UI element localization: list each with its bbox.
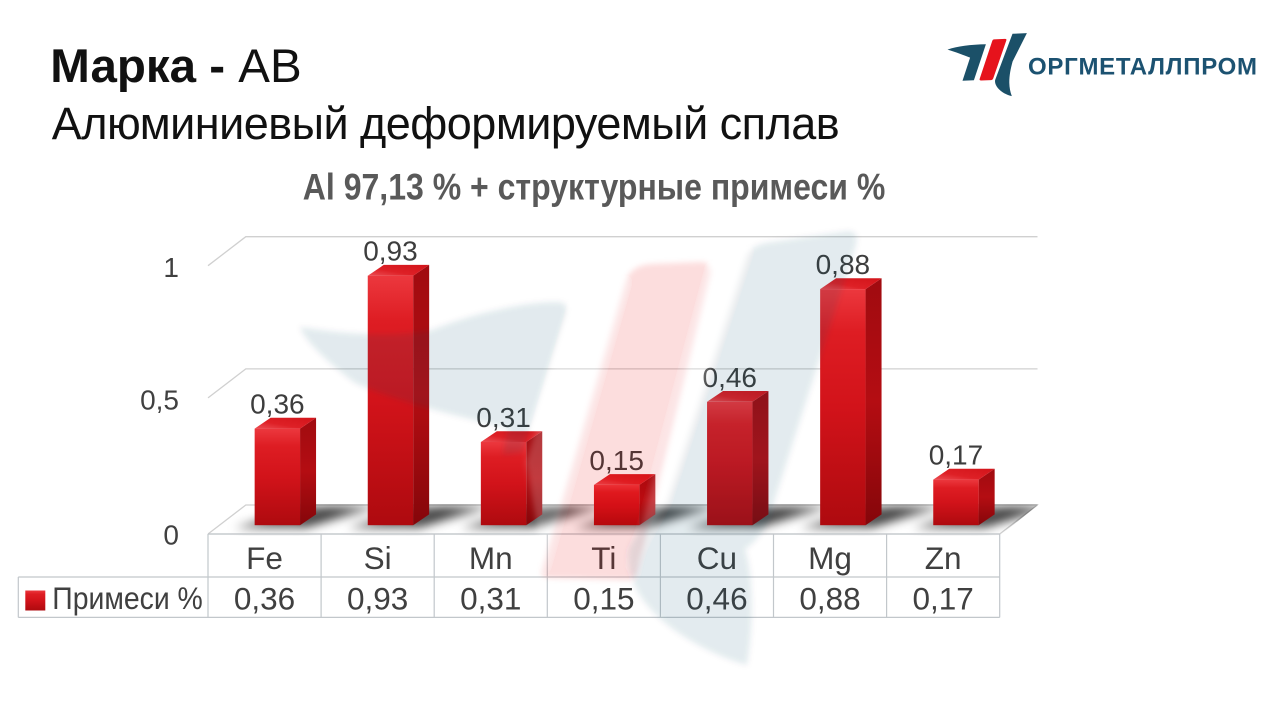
svg-text:Fe: Fe — [246, 540, 283, 576]
svg-text:ОРГМЕТАЛЛПРОМ: ОРГМЕТАЛЛПРОМ — [1028, 53, 1257, 80]
svg-text:Mn: Mn — [469, 540, 513, 576]
svg-text:Марка - АВ: Марка - АВ — [50, 40, 301, 93]
svg-text:Примеси %: Примеси % — [52, 580, 203, 616]
svg-text:0,15: 0,15 — [573, 581, 634, 617]
svg-text:Mg: Mg — [808, 540, 852, 576]
svg-text:0,17: 0,17 — [912, 581, 973, 617]
svg-text:Si: Si — [364, 540, 392, 576]
svg-text:0,93: 0,93 — [363, 236, 418, 267]
svg-text:0,36: 0,36 — [234, 581, 295, 617]
svg-text:0,36: 0,36 — [250, 389, 305, 420]
svg-text:0: 0 — [163, 520, 179, 551]
svg-text:0,88: 0,88 — [799, 581, 860, 617]
svg-text:Алюминиевый деформируемый спла: Алюминиевый деформируемый сплав — [52, 98, 839, 149]
svg-text:Zn: Zn — [925, 540, 962, 576]
svg-text:0,31: 0,31 — [460, 581, 521, 617]
svg-text:Al 97,13 % + структурные приме: Al 97,13 % + структурные примеси % — [303, 167, 886, 208]
svg-text:0,93: 0,93 — [347, 581, 408, 617]
svg-text:0,17: 0,17 — [929, 440, 984, 471]
svg-text:0,5: 0,5 — [140, 385, 179, 416]
svg-text:1: 1 — [163, 252, 179, 283]
